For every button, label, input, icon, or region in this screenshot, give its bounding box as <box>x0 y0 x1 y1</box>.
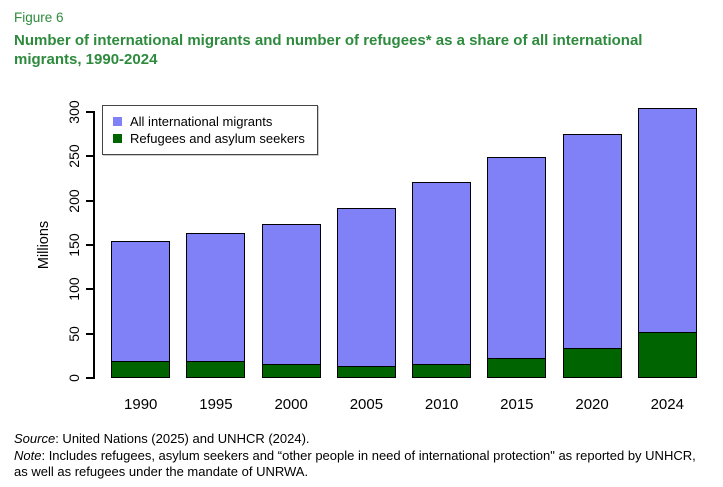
legend-item-migrants: All international migrants <box>113 113 305 130</box>
segment-refugees-2024 <box>637 331 697 378</box>
note-text: : Includes refugees, asylum seekers and … <box>14 447 696 480</box>
bar-1990 <box>111 241 171 378</box>
legend: All international migrants Refugees and … <box>102 105 318 155</box>
y-tick-label-100: 100 <box>66 277 82 302</box>
segment-migrants-2015 <box>487 157 547 360</box>
y-tick-50 <box>86 332 95 335</box>
y-tick-0 <box>86 377 95 379</box>
bar-1995 <box>186 232 246 378</box>
bar-chart: Millions All international migrants Refu… <box>14 79 709 417</box>
segment-migrants-2005 <box>336 207 396 368</box>
segment-refugees-2020 <box>562 347 622 378</box>
bar-2020 <box>562 134 622 378</box>
segment-refugees-1995 <box>186 361 246 378</box>
y-tick-label-200: 200 <box>66 189 82 213</box>
x-tick-label-2005: 2005 <box>349 396 384 413</box>
source-prefix: Source <box>14 431 56 446</box>
legend-item-refugees: Refugees and asylum seekers <box>113 130 305 147</box>
segment-refugees-2015 <box>487 357 547 378</box>
segment-refugees-2000 <box>261 363 321 378</box>
note-prefix: Note <box>14 447 42 463</box>
y-tick-label-250: 250 <box>66 144 82 169</box>
y-tick-150 <box>86 244 95 246</box>
segment-migrants-1995 <box>186 232 246 363</box>
segment-migrants-1990 <box>111 241 171 363</box>
segment-refugees-2005 <box>336 365 396 378</box>
y-tick-label-150: 150 <box>66 233 82 257</box>
bar-2015 <box>487 157 547 378</box>
y-tick-label-300: 300 <box>66 100 82 124</box>
x-tick-label-2024: 2024 <box>650 396 684 413</box>
segment-migrants-2000 <box>261 223 321 366</box>
bar-2000 <box>261 223 321 378</box>
segment-refugees-2010 <box>412 363 472 378</box>
x-tick-label-1995: 1995 <box>199 396 233 413</box>
x-tick-label-1990: 1990 <box>124 396 158 413</box>
refugees-swatch-icon <box>113 134 122 143</box>
bar-2005 <box>336 207 396 378</box>
segment-migrants-2024 <box>637 108 697 334</box>
source-line: Source: United Nations (2025) and UNHCR … <box>14 431 709 481</box>
segment-refugees-1990 <box>111 361 171 378</box>
source-text: : United Nations (2025) and UNHCR (2024)… <box>55 431 310 446</box>
x-tick-label-2010: 2010 <box>424 396 459 413</box>
y-tick-label-0: 0 <box>66 374 82 382</box>
legend-label-refugees: Refugees and asylum seekers <box>130 131 305 146</box>
x-tick-label-2015: 2015 <box>500 396 534 413</box>
bar-2024 <box>637 108 697 378</box>
y-tick-300 <box>86 111 95 113</box>
segment-migrants-2010 <box>412 182 472 366</box>
y-axis-label: Millions <box>36 220 52 270</box>
figure-label: Figure 6 <box>14 10 64 25</box>
bar-2010 <box>412 182 472 378</box>
migrants-swatch-icon <box>113 117 122 126</box>
x-tick-label-2000: 2000 <box>274 396 308 413</box>
legend-label-migrants: All international migrants <box>130 114 273 129</box>
plot-area: All international migrants Refugees and … <box>66 100 711 413</box>
figure-title: Number of international migrants and num… <box>14 32 643 68</box>
y-tick-200 <box>86 199 95 202</box>
segment-migrants-2020 <box>562 134 622 350</box>
y-tick-100 <box>86 288 95 291</box>
x-tick-label-2020: 2020 <box>575 396 609 413</box>
y-tick-250 <box>86 155 95 158</box>
y-tick-label-50: 50 <box>66 325 82 342</box>
